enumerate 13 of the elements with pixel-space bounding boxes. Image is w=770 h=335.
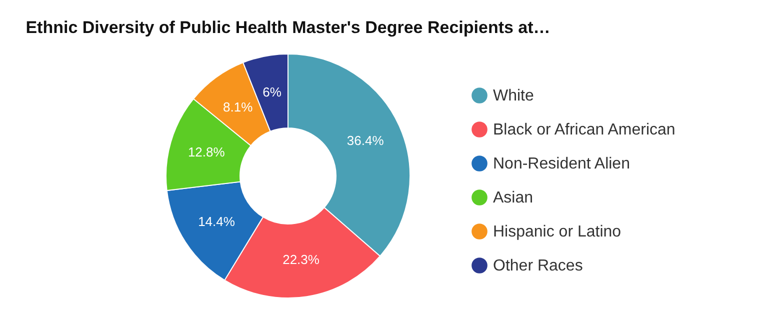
data-label: 14.4% <box>198 214 236 229</box>
legend-label: Hispanic or Latino <box>493 224 622 240</box>
data-label: 12.8% <box>188 144 226 160</box>
legend-label: Non-Resident Alien <box>493 156 630 172</box>
data-label: 22.3% <box>282 252 320 267</box>
legend-label: Black or African American <box>493 122 676 138</box>
data-label: 6% <box>262 84 282 100</box>
legend-label: Other Races <box>493 258 583 274</box>
legend-label: White <box>493 88 534 104</box>
legend-label: Asian <box>493 190 534 206</box>
data-label: 36.4% <box>346 132 384 148</box>
chart-title: Ethnic Diversity of Public Health Master's Degree Recipients at… <box>26 18 550 37</box>
data-label: 8.1% <box>223 99 254 114</box>
